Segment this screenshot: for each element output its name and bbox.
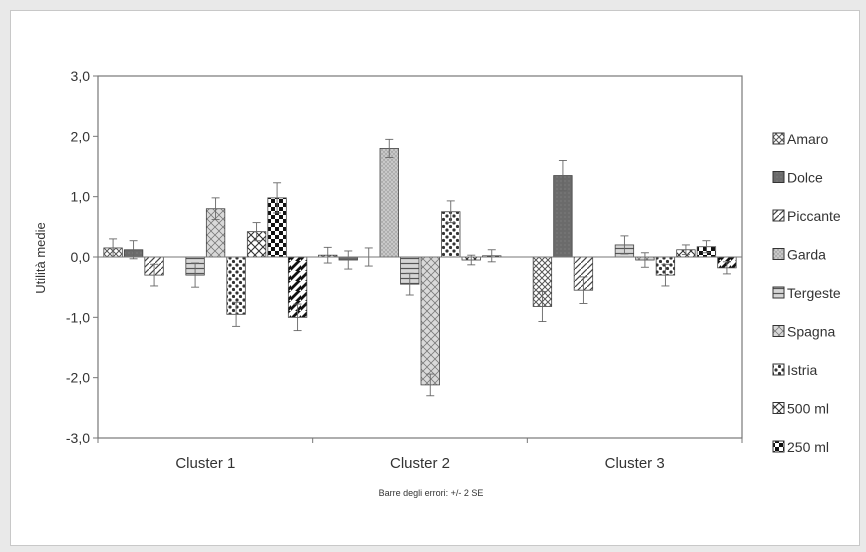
legend-label: Dolce xyxy=(787,170,823,186)
legend-label: Piccante xyxy=(787,208,841,224)
y-tick-label: -2,0 xyxy=(66,370,90,386)
error-bar-note: Barre degli errori: +/- 2 SE xyxy=(379,488,484,498)
plot-area xyxy=(103,138,737,397)
legend-swatch xyxy=(772,402,785,414)
bar xyxy=(379,147,399,258)
legend-swatch xyxy=(772,440,785,453)
y-tick-label: 1,0 xyxy=(71,189,91,205)
legend-label: 250 ml xyxy=(787,439,829,455)
y-tick-label: 2,0 xyxy=(71,128,91,144)
legend-label: Tergeste xyxy=(787,285,841,301)
y-tick-label: 0,0 xyxy=(71,249,91,265)
x-category-label: Cluster 2 xyxy=(390,455,450,472)
legend-label: Spagna xyxy=(787,324,835,340)
axes: 3,0 2,0 1,0 0,0 -1,0 -2,0 -3,0 Cluster 1 Cluster… xyxy=(66,68,743,472)
legend-swatch xyxy=(772,171,785,183)
y-tick-label: 3,0 xyxy=(71,68,91,84)
x-category-label: Cluster 1 xyxy=(175,455,235,472)
legend-label: Istria xyxy=(787,362,818,378)
legend-label: Garda xyxy=(787,247,826,263)
y-axis-label: Utilità medie xyxy=(33,222,48,294)
legend-swatch xyxy=(772,248,785,260)
legend-label: Amaro xyxy=(787,131,828,147)
legend-label: 500 ml xyxy=(787,401,829,417)
legend-swatch xyxy=(772,132,785,145)
y-tick-label: -3,0 xyxy=(66,430,90,446)
y-tick-label: -1,0 xyxy=(66,309,90,325)
chart-svg: 3,0 2,0 1,0 0,0 -1,0 -2,0 -3,0 Cluster 1 Cluster… xyxy=(33,68,841,498)
legend-swatch xyxy=(772,286,785,299)
legend-swatch xyxy=(772,363,785,376)
legend-swatch xyxy=(772,325,785,337)
bar xyxy=(420,256,440,386)
x-category-label: Cluster 3 xyxy=(605,455,665,472)
legend: Amaro Dolce Piccante Garda Tergeste Spagna Ist… xyxy=(772,131,841,455)
legend-swatch xyxy=(772,209,785,222)
chart-frame: 3,0 2,0 1,0 0,0 -1,0 -2,0 -3,0 Cluster 1 Cluster… xyxy=(10,10,860,546)
